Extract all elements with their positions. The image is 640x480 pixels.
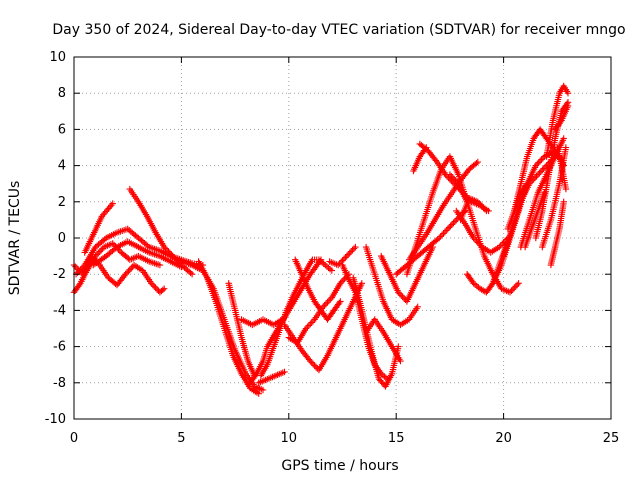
y-tick-label: -4 <box>53 303 66 318</box>
y-tick-label: 6 <box>58 122 66 137</box>
y-tick-label: -2 <box>53 267 66 282</box>
series-marks <box>350 274 402 390</box>
series-marks <box>362 243 421 329</box>
series-marks <box>543 82 572 160</box>
series-marks <box>90 238 185 271</box>
x-tick-label: 10 <box>281 431 298 446</box>
series-arc-35 <box>504 180 531 233</box>
y-tick-label: -6 <box>53 340 66 355</box>
series-arc-20 <box>362 316 404 365</box>
series-arc-25 <box>403 153 471 278</box>
y-tick-label: 0 <box>58 231 66 246</box>
series-arc-40 <box>539 144 570 251</box>
series-marks <box>238 316 286 329</box>
series-marks <box>504 180 531 233</box>
x-tick-label: 25 <box>603 431 620 446</box>
y-tick-label: 4 <box>58 159 66 174</box>
series-marks <box>257 256 335 379</box>
series-marks <box>547 198 567 269</box>
y-axis-label: SDTVAR / TECUs <box>7 181 23 296</box>
series-marks <box>378 243 436 305</box>
y-tick-label: -10 <box>45 412 66 427</box>
x-axis-label: GPS time / hours <box>281 458 398 474</box>
series-marks <box>255 368 288 386</box>
axis-ticks: -10 -8 -6 -4 -2 0 2 4 6 8 10 0 5 10 15 20 25 <box>45 50 620 446</box>
series-arc-41 <box>547 198 567 269</box>
series-arc-22 <box>378 243 436 305</box>
series-arc-8 <box>195 258 262 397</box>
chart-title: Day 350 of 2024, Sidereal Day-to-day VTE… <box>52 22 625 38</box>
series-marks <box>285 271 353 347</box>
series-arc-12 <box>257 256 335 379</box>
series-marks <box>393 207 469 278</box>
x-tick-label: 20 <box>495 431 512 446</box>
series-arc-21 <box>362 243 421 329</box>
series-arc-19 <box>350 274 402 390</box>
x-tick-label: 0 <box>70 431 78 446</box>
x-tick-label: 5 <box>177 431 185 446</box>
series-marks <box>410 144 430 175</box>
series-marks <box>195 258 262 397</box>
x-tick-label: 15 <box>388 431 405 446</box>
series-marks <box>457 195 490 224</box>
series-arc-5 <box>90 238 185 271</box>
grid-lines <box>74 57 611 419</box>
series-arc-9 <box>225 280 258 379</box>
y-tick-label: 10 <box>49 50 66 65</box>
series-arc-15 <box>285 271 353 347</box>
series-arc-13 <box>255 368 288 386</box>
y-tick-label: -8 <box>53 376 66 391</box>
series-marks <box>225 280 258 379</box>
series-arc-10 <box>238 316 286 329</box>
series-arc-42 <box>521 189 548 251</box>
series-marks <box>81 200 116 256</box>
series-arc-23 <box>393 207 469 278</box>
series-marks <box>521 189 548 251</box>
series-arc-16 <box>292 256 344 323</box>
series-arc-38 <box>543 82 572 160</box>
series-marks <box>552 102 572 133</box>
series-marks <box>326 243 359 269</box>
series-arc-17 <box>326 243 359 269</box>
series-marks <box>362 316 404 365</box>
series-arc-27 <box>410 144 430 175</box>
y-tick-label: 8 <box>58 86 66 101</box>
series-marks <box>292 256 344 323</box>
series-arc-43 <box>552 102 572 133</box>
series-marks <box>403 153 471 278</box>
data-marks <box>70 82 572 397</box>
series-marks <box>539 144 570 251</box>
y-tick-label: 2 <box>58 195 66 210</box>
series-arc-30 <box>457 195 490 224</box>
series-arc-4 <box>81 200 116 256</box>
